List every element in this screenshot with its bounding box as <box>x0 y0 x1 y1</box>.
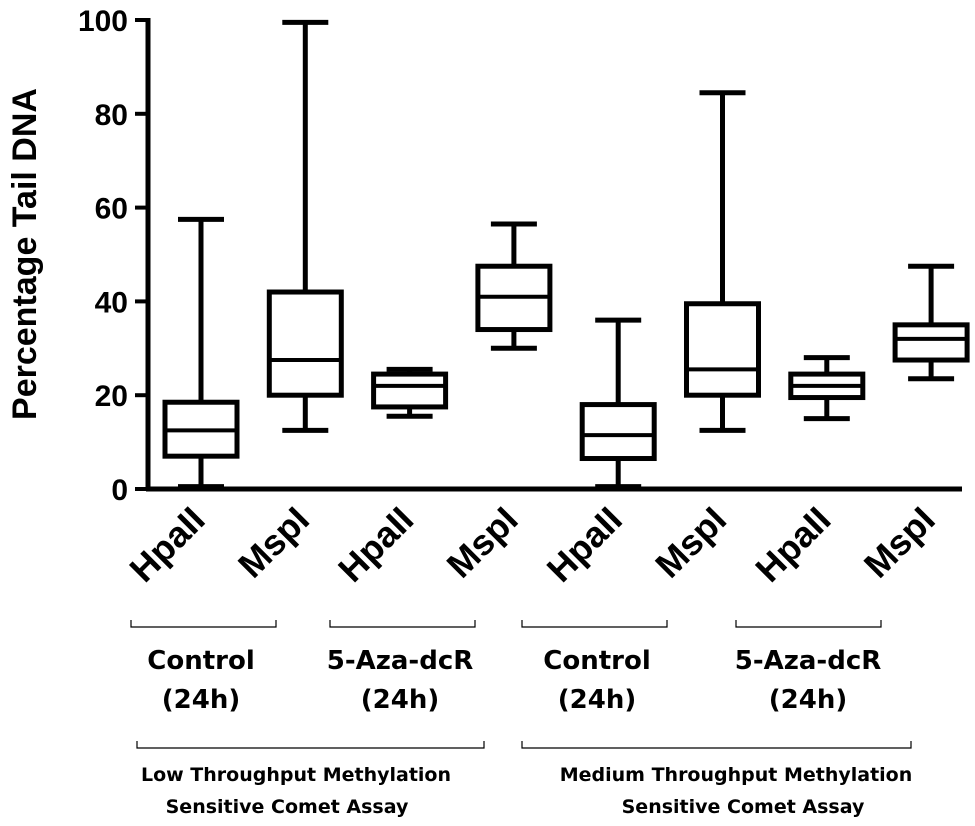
group-bracket-control-medium <box>521 620 668 628</box>
group-sublabel-aza-medium: (24h) <box>769 685 847 715</box>
box-4 <box>475 221 553 351</box>
box-3-iqr <box>371 371 449 410</box>
box-5 <box>579 317 657 490</box>
group-sublabel-control-medium: (24h) <box>558 685 636 715</box>
assay-label-low: Low Throughput Methylation <box>141 764 451 786</box>
assay-bracket-low <box>136 741 485 749</box>
box-1 <box>162 216 240 490</box>
x-category-label-5: HpaII <box>539 499 630 590</box>
assay-label-medium: Medium Throughput Methylation <box>560 764 913 786</box>
group-bracket-aza-medium <box>735 620 882 628</box>
x-category-label-7: HpaII <box>747 499 838 590</box>
box-3 <box>371 366 449 419</box>
x-category-label-2: MspI <box>230 499 317 586</box>
group-label-control-medium: Control <box>543 646 650 676</box>
group-sublabel-aza-low: (24h) <box>361 685 439 715</box>
x-category-label-1: HpaII <box>121 499 212 590</box>
y-tick-label-100: 100 <box>78 5 128 38</box>
y-tick-label-80: 80 <box>95 99 128 132</box>
box-6 <box>684 90 761 433</box>
y-tick-label-40: 40 <box>95 286 128 319</box>
assay-sublabel-low: Sensitive Comet Assay <box>166 796 409 818</box>
y-axis-label: Percentage Tail DNA <box>6 88 44 420</box>
x-category-label-3: HpaII <box>330 499 421 590</box>
group-sublabel-control-low: (24h) <box>162 685 240 715</box>
y-tick-label-60: 60 <box>95 193 128 226</box>
box-7 <box>788 355 866 422</box>
box-8-iqr <box>892 322 970 363</box>
box-6-iqr <box>684 301 761 398</box>
group-label-aza-low: 5-Aza-dcR <box>327 646 474 676</box>
group-label-control-low: Control <box>147 646 254 676</box>
box-2-iqr <box>266 289 344 398</box>
y-tick-label-20: 20 <box>95 380 128 413</box>
box-8 <box>892 263 970 382</box>
x-category-label-4: MspI <box>439 499 526 586</box>
x-category-label-8: MspI <box>856 499 943 586</box>
assay-sublabel-medium: Sensitive Comet Assay <box>622 796 865 818</box>
y-tick-label-0: 0 <box>111 474 128 507</box>
group-bracket-aza-low <box>329 620 476 628</box>
assay-bracket-medium <box>521 741 912 749</box>
box-5-iqr <box>579 402 657 462</box>
group-bracket-control-low <box>130 620 277 628</box>
box-2 <box>266 19 344 433</box>
x-category-label-6: MspI <box>647 499 734 586</box>
group-label-aza-medium: 5-Aza-dcR <box>735 646 882 676</box>
